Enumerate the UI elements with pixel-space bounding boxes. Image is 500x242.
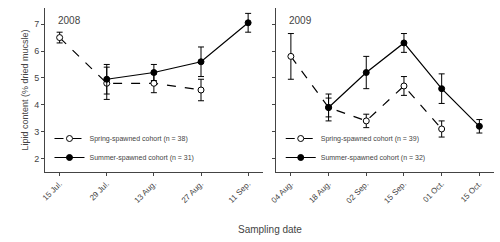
svg-text:Summer-spawned cohort (n = 31): Summer-spawned cohort (n = 31) xyxy=(89,154,193,162)
svg-text:4: 4 xyxy=(34,100,39,110)
svg-text:2009: 2009 xyxy=(289,15,312,26)
svg-text:13 Aug.: 13 Aug. xyxy=(133,179,159,205)
svg-text:01 Oct.: 01 Oct. xyxy=(421,179,446,204)
svg-text:04 Aug.: 04 Aug. xyxy=(270,179,296,205)
svg-text:2008: 2008 xyxy=(58,15,81,26)
svg-text:Summer-spawned cohort (n = 32): Summer-spawned cohort (n = 32) xyxy=(321,154,425,162)
svg-text:11 Sep.: 11 Sep. xyxy=(227,179,252,204)
svg-text:6: 6 xyxy=(34,46,39,56)
svg-text:5: 5 xyxy=(34,73,39,83)
svg-text:15 Jul.: 15 Jul. xyxy=(41,179,64,202)
svg-text:15 Sep.: 15 Sep. xyxy=(382,179,408,205)
svg-text:02 Sep.: 02 Sep. xyxy=(345,179,371,205)
svg-text:18 Aug.: 18 Aug. xyxy=(307,179,333,205)
svg-text:Sampling date: Sampling date xyxy=(238,224,302,235)
svg-text:Spring-spawned cohort (n = 39): Spring-spawned cohort (n = 39) xyxy=(321,135,419,143)
svg-text:29 Jul.: 29 Jul. xyxy=(88,179,111,202)
svg-text:7: 7 xyxy=(34,19,39,29)
svg-text:15 Oct.: 15 Oct. xyxy=(459,179,484,204)
svg-text:3: 3 xyxy=(34,127,39,137)
svg-text:2: 2 xyxy=(34,154,39,164)
svg-text:Spring-spawned cohort (n = 38): Spring-spawned cohort (n = 38) xyxy=(89,135,187,143)
svg-text:27 Aug.: 27 Aug. xyxy=(180,179,206,205)
svg-text:Lipid content (% dried mucsle): Lipid content (% dried mucsle) xyxy=(20,29,30,150)
